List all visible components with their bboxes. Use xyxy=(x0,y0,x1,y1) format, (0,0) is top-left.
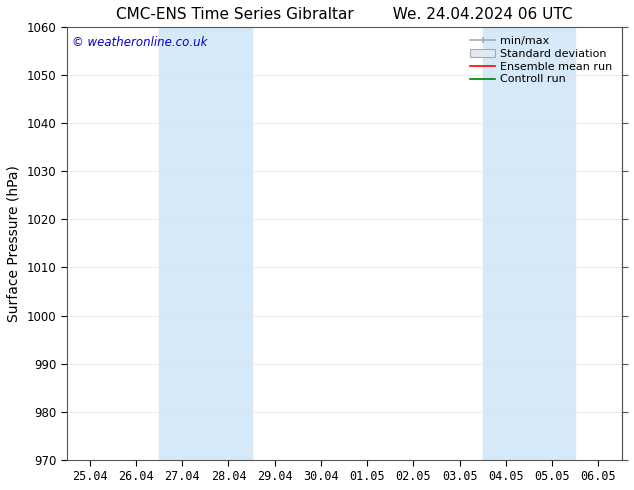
Legend: min/max, Standard deviation, Ensemble mean run, Controll run: min/max, Standard deviation, Ensemble me… xyxy=(467,33,616,88)
Text: © weatheronline.co.uk: © weatheronline.co.uk xyxy=(72,36,207,49)
Title: CMC-ENS Time Series Gibraltar        We. 24.04.2024 06 UTC: CMC-ENS Time Series Gibraltar We. 24.04.… xyxy=(116,7,573,22)
Y-axis label: Surface Pressure (hPa): Surface Pressure (hPa) xyxy=(7,165,21,322)
Bar xyxy=(483,27,575,460)
Bar xyxy=(159,27,252,460)
